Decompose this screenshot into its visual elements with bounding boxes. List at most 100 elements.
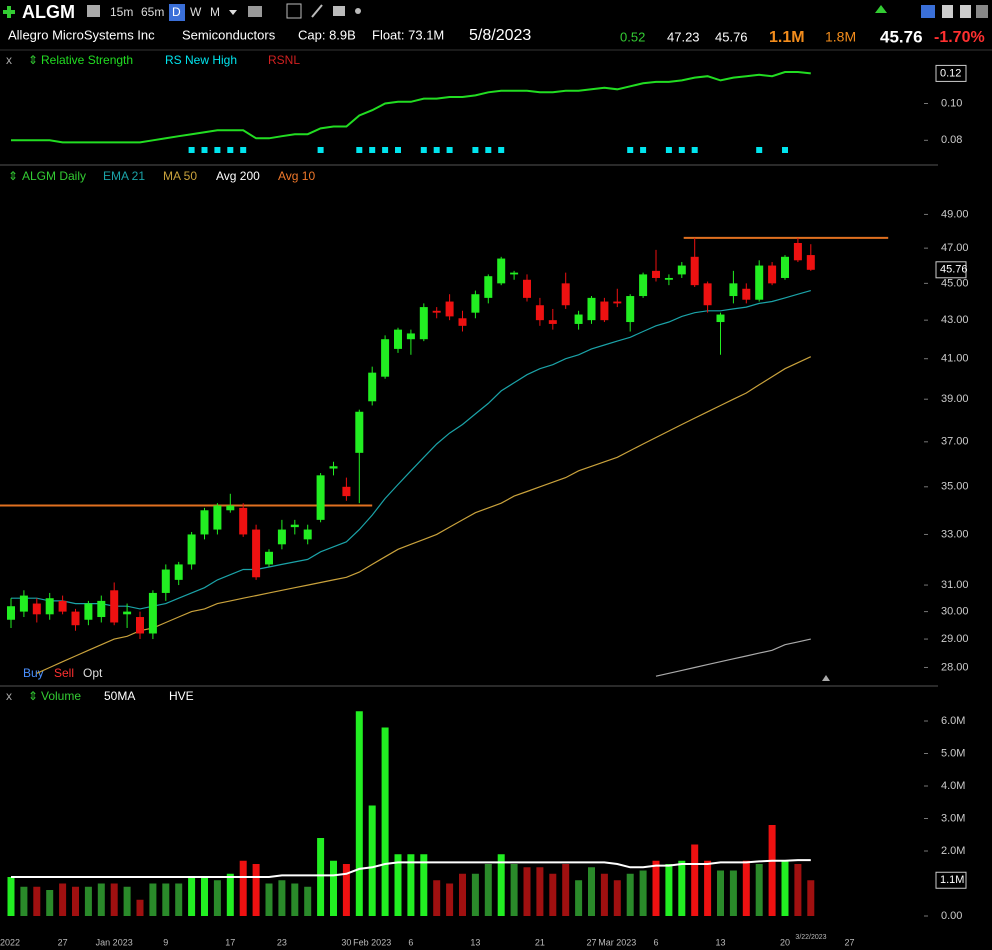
candle-body — [277, 529, 286, 545]
legend-entry[interactable]: EMA 21 — [103, 169, 145, 183]
candle-body — [497, 258, 506, 284]
y-tick-label: 5.0M — [941, 747, 965, 759]
icon[interactable] — [942, 5, 953, 18]
candle-body — [7, 606, 15, 620]
volume-bar — [691, 844, 699, 916]
legend-entry[interactable]: RSNL — [268, 53, 300, 67]
candle-body — [535, 305, 544, 321]
interval[interactable]: W — [190, 5, 202, 19]
change: -1.70% — [934, 29, 985, 46]
candle-body — [97, 600, 106, 618]
volume-bar — [536, 867, 544, 916]
x-tick-label: 27 — [844, 937, 854, 947]
volume-bar — [136, 899, 144, 916]
arrows: ⇕ — [8, 169, 18, 183]
legend-entry[interactable]: Avg 10 — [278, 169, 315, 183]
volume-bar — [407, 854, 415, 916]
candle-body — [742, 288, 751, 300]
rs-new-high-marker — [433, 147, 440, 153]
candle-body — [768, 265, 777, 284]
volume-bar — [188, 877, 196, 916]
candle-body — [342, 486, 351, 497]
volume-bar — [768, 825, 776, 916]
y-tick-label: 2.0M — [941, 845, 965, 857]
x-tick-label: 13 — [470, 937, 480, 947]
volume-bar — [626, 873, 634, 916]
panel-title[interactable]: ALGM Daily — [22, 169, 86, 183]
trade-button[interactable]: Sell — [54, 666, 74, 680]
volume-bar — [613, 880, 621, 916]
icon[interactable] — [333, 6, 345, 16]
candle-body — [329, 466, 338, 469]
industry: Semiconductors — [182, 27, 276, 42]
stat: 0.52 — [620, 29, 645, 44]
cursor-date: 3/22/2023 — [795, 934, 826, 941]
icon[interactable] — [976, 5, 988, 18]
y-tick-label: 39.00 — [941, 393, 969, 405]
rs-new-high-marker — [640, 147, 647, 153]
candle-body — [639, 274, 648, 297]
rs-new-high-marker — [678, 147, 685, 153]
interval[interactable]: D — [172, 5, 181, 19]
rs-new-high-marker — [317, 147, 324, 153]
rs-new-high-marker — [665, 147, 672, 153]
value-box — [935, 64, 967, 82]
x-tick-label: Mar 2023 — [598, 937, 636, 947]
volume-bar — [265, 883, 273, 916]
rs-new-high-marker — [240, 147, 247, 153]
rs-new-high-marker — [627, 147, 634, 153]
icon[interactable] — [355, 8, 361, 14]
y-tick-label: 28.00 — [941, 661, 969, 673]
icon[interactable] — [875, 5, 887, 13]
volume-bar — [201, 877, 208, 916]
icon[interactable] — [87, 5, 100, 17]
candle-body — [136, 617, 144, 634]
legend-entry[interactable]: 50MA — [104, 689, 135, 703]
candle-body — [677, 265, 686, 275]
stat: 47.23 — [667, 29, 700, 44]
close-button[interactable]: x — [6, 689, 12, 703]
rs-new-high-marker — [420, 147, 427, 153]
value-box — [935, 871, 967, 889]
close-button[interactable]: x — [6, 53, 12, 67]
x-tick-label: 13 — [715, 937, 725, 947]
icon[interactable] — [286, 3, 302, 19]
volume-bar — [252, 864, 260, 916]
value-box-label: 0.12 — [940, 67, 961, 79]
icon[interactable] — [248, 6, 262, 17]
volume-bar — [33, 886, 41, 916]
volume-bar — [794, 864, 802, 916]
rs-line — [11, 71, 811, 144]
interval[interactable]: 15m — [110, 5, 133, 19]
scroll-icon[interactable] — [822, 675, 830, 681]
legend-entry[interactable]: Avg 200 — [216, 169, 260, 183]
volume-bar — [549, 873, 557, 916]
trade-button[interactable]: Opt — [83, 666, 103, 680]
add-icon[interactable] — [3, 6, 15, 18]
symbol[interactable]: ALGM — [22, 2, 75, 22]
candle-body — [394, 329, 402, 349]
candle-body — [355, 411, 364, 453]
icon[interactable] — [311, 4, 323, 18]
interval[interactable]: 65m — [141, 5, 164, 19]
legend-entry[interactable]: MA 50 — [163, 169, 197, 183]
interval[interactable]: M — [210, 5, 220, 19]
volume-bar — [59, 883, 67, 916]
volume-bar — [162, 883, 170, 916]
dropdown[interactable] — [229, 10, 237, 15]
icon[interactable] — [921, 5, 935, 18]
panel-title[interactable]: Volume — [41, 689, 81, 703]
icon[interactable] — [960, 5, 971, 18]
rs-new-high-marker — [472, 147, 479, 153]
legend-entry[interactable]: HVE — [169, 689, 194, 703]
legend-entry[interactable]: Relative Strength — [41, 53, 133, 67]
candle-body — [806, 255, 815, 270]
trade-button[interactable]: Buy — [23, 666, 44, 680]
legend-entry[interactable]: RS New High — [165, 53, 237, 67]
volume-bar — [213, 880, 221, 916]
y-tick-label: 0.00 — [941, 910, 962, 922]
moving-average — [36, 356, 812, 674]
candle-body — [174, 564, 183, 580]
rs-new-high-marker — [756, 147, 763, 153]
volume-bar — [394, 854, 402, 916]
